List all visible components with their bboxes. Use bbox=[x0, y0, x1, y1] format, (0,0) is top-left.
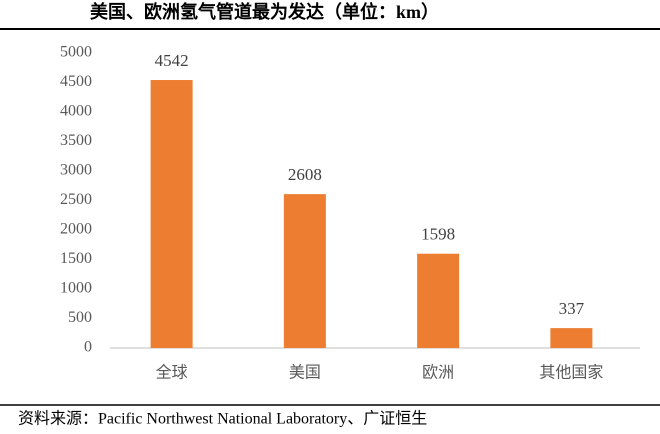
bar bbox=[417, 253, 460, 348]
value-label: 4542 bbox=[155, 51, 189, 70]
y-tick-label: 1000 bbox=[60, 280, 92, 297]
x-tick-label: 全球 bbox=[156, 364, 188, 382]
y-tick-label: 3000 bbox=[60, 162, 92, 179]
bar bbox=[283, 194, 326, 348]
x-tick-label: 美国 bbox=[289, 364, 321, 382]
bar bbox=[550, 328, 593, 348]
chart-title: 美国、欧洲氢气管道最为发达（单位：km） bbox=[90, 1, 439, 22]
y-tick-label: 3500 bbox=[60, 132, 92, 149]
value-label: 1598 bbox=[421, 225, 455, 244]
bar bbox=[150, 80, 193, 348]
value-label: 337 bbox=[559, 299, 585, 318]
y-tick-label: 5000 bbox=[60, 44, 92, 61]
y-tick-label: 1500 bbox=[60, 250, 92, 267]
x-tick-label: 欧洲 bbox=[422, 364, 454, 382]
y-tick-label: 2500 bbox=[60, 191, 92, 208]
source-note: 资料来源：Pacific Northwest National Laborato… bbox=[18, 410, 427, 428]
value-label: 2608 bbox=[288, 165, 322, 184]
y-tick-label: 500 bbox=[68, 309, 92, 326]
y-tick-label: 4000 bbox=[60, 103, 92, 120]
y-tick-label: 0 bbox=[84, 339, 92, 356]
y-tick-label: 4500 bbox=[60, 73, 92, 90]
y-tick-label: 2000 bbox=[60, 221, 92, 238]
x-tick-label: 其他国家 bbox=[539, 364, 603, 382]
